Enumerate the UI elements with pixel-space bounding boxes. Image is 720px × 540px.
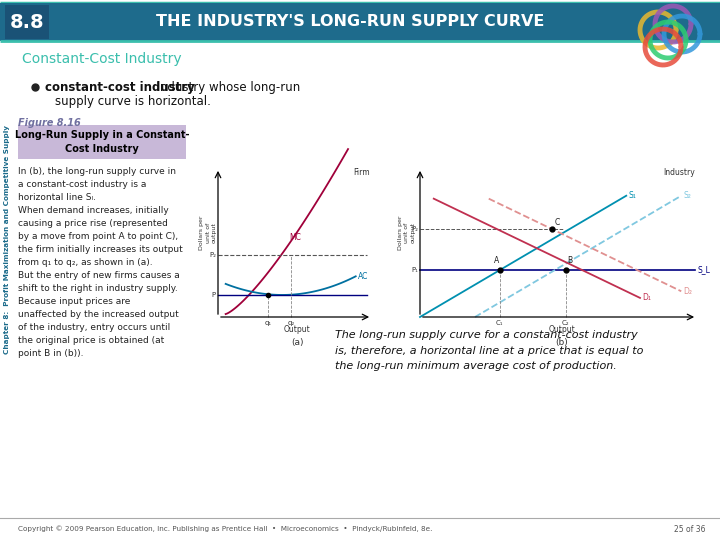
Text: P₁: P₁ [411,267,418,273]
Text: Industry: Industry [663,168,695,177]
Text: unaffected by the increased output: unaffected by the increased output [18,310,179,319]
Text: In (b), the long-run supply curve in: In (b), the long-run supply curve in [18,167,176,176]
Text: (b): (b) [556,338,568,347]
Text: 8.8: 8.8 [9,12,45,31]
Text: q₂: q₂ [288,320,295,326]
Text: P: P [212,292,216,298]
Text: from q₁ to q₂, as shown in (a).: from q₁ to q₂, as shown in (a). [18,258,153,267]
Text: But the entry of new firms causes a: But the entry of new firms causes a [18,271,180,280]
Text: S_L: S_L [697,266,710,274]
Text: Industry whose long-run: Industry whose long-run [149,80,300,93]
Bar [18,125,186,159]
Text: Dollars per
unit of
output: Dollars per unit of output [199,215,217,249]
Text: Figure 8.16: Figure 8.16 [18,118,81,128]
Text: Constant-Cost Industry: Constant-Cost Industry [22,52,181,66]
Text: point B in (b)).: point B in (b)). [18,349,84,358]
Text: constant-cost industry: constant-cost industry [45,80,194,93]
Text: MC: MC [289,233,302,242]
Text: When demand increases, initially: When demand increases, initially [18,206,168,215]
Bar [0,3,720,41]
Text: 25 of 36: 25 of 36 [675,524,706,534]
Bar [200,165,375,320]
Text: a constant-cost industry is a: a constant-cost industry is a [18,180,146,189]
Text: Firm: Firm [354,168,370,177]
Text: (a): (a) [291,338,303,347]
Bar [395,165,700,320]
Text: Copyright © 2009 Pearson Education, Inc. Publishing as Prentice Hall  •  Microec: Copyright © 2009 Pearson Education, Inc.… [18,525,433,532]
Text: D₁: D₁ [642,293,651,302]
Text: the firm initially increases its output: the firm initially increases its output [18,245,183,254]
Text: Output: Output [549,326,575,334]
Text: Output: Output [284,326,310,334]
Bar [5,5,49,39]
Text: C: C [555,218,560,227]
Text: shift to the right in industry supply.: shift to the right in industry supply. [18,284,178,293]
Text: Dollars per
unit of
output: Dollars per unit of output [398,215,415,249]
Text: Chapter 8:  Profit Maximization and Competitive Supply: Chapter 8: Profit Maximization and Compe… [4,125,10,354]
Text: P₂: P₂ [209,252,216,258]
Text: horizontal line Sₗ.: horizontal line Sₗ. [18,193,96,202]
Text: A: A [494,256,500,265]
Text: AC: AC [358,272,368,281]
Text: q₁: q₁ [265,320,272,326]
Text: C₂: C₂ [562,320,570,326]
Text: S₂: S₂ [683,191,691,200]
Text: P₂: P₂ [411,226,418,232]
Text: THE INDUSTRY'S LONG-RUN SUPPLY CURVE: THE INDUSTRY'S LONG-RUN SUPPLY CURVE [156,15,544,30]
Text: S₁: S₁ [629,191,636,200]
Text: of the industry, entry occurs until: of the industry, entry occurs until [18,323,170,332]
Text: The long-run supply curve for a constant-cost industry
is, therefore, a horizont: The long-run supply curve for a constant… [335,330,644,371]
Text: causing a price rise (represented: causing a price rise (represented [18,219,168,228]
Text: Long-Run Supply in a Constant-
Cost Industry: Long-Run Supply in a Constant- Cost Indu… [14,130,189,154]
Text: B: B [568,256,573,265]
Text: the original price is obtained (at: the original price is obtained (at [18,336,164,345]
Text: by a move from point A to point C),: by a move from point A to point C), [18,232,178,241]
Text: C₁: C₁ [496,320,503,326]
Text: Because input prices are: Because input prices are [18,297,130,306]
Text: supply curve is horizontal.: supply curve is horizontal. [55,94,211,107]
Text: D₂: D₂ [683,287,692,296]
